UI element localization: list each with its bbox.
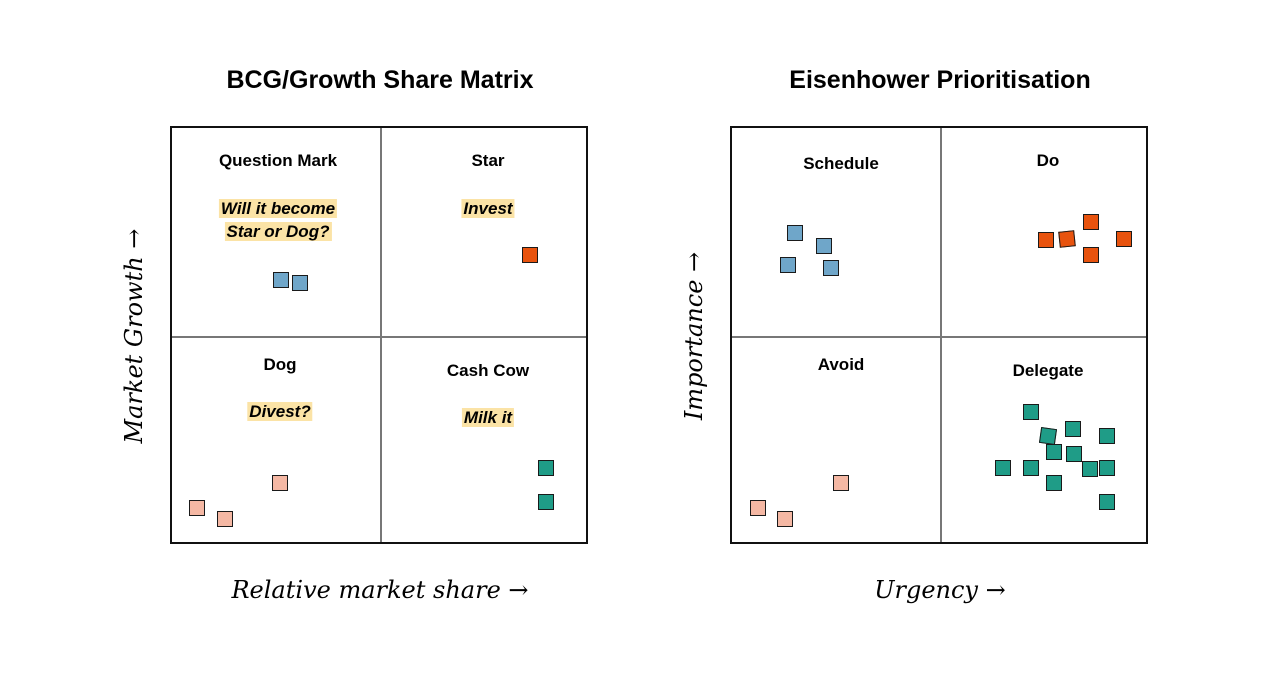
delegate-item [1065,421,1081,437]
question-mark-note-line2: Star or Dog? [224,222,332,241]
avoid-item [777,511,793,527]
delegate-item [1066,446,1082,462]
schedule-item [823,260,839,276]
delegate-item [1046,444,1062,460]
delegate-item [1023,404,1039,420]
question-mark-item [292,275,308,291]
question-mark-item [273,272,289,288]
delegate-item [995,460,1011,476]
question-mark-label: Question Mark [218,151,338,170]
avoid-item [750,500,766,516]
question-mark-note-line1: Will it become [218,199,338,218]
schedule-item [787,225,803,241]
eisenhower-horizontal-divider [732,336,1146,338]
delegate-item [1038,426,1058,446]
bcg-x-axis-label: Relative market share → [231,576,529,604]
cash-cow-item [538,494,554,510]
cash-cow-label: Cash Cow [446,361,530,380]
avoid-item [833,475,849,491]
avoid-label: Avoid [817,355,865,374]
dog-note: Divest? [247,400,313,423]
schedule-item [816,238,832,254]
delegate-item [1099,494,1115,510]
star-note: Invest [461,197,515,220]
cash-cow-note-text: Milk it [461,408,515,427]
do-item [1083,214,1099,230]
dog-item [189,500,205,516]
star-label: Star [471,151,505,170]
dog-item [272,475,288,491]
schedule-label: Schedule [803,154,879,173]
delegate-item [1099,460,1115,476]
question-mark-note: Will it become Star or Dog? [218,197,338,243]
do-item [1038,232,1054,248]
bcg-horizontal-divider [172,336,586,338]
dog-note-text: Divest? [247,402,313,421]
star-note-text: Invest [461,199,515,218]
delegate-item [1023,460,1039,476]
schedule-item [780,257,796,273]
bcg-y-axis-label: Market Growth → [120,228,148,444]
eisenhower-vertical-divider [940,128,942,542]
bcg-vertical-divider [380,128,382,542]
cash-cow-item [538,460,554,476]
dog-label: Dog [263,355,297,374]
delegate-item [1099,428,1115,444]
eisenhower-y-axis-label: Importance → [680,251,708,421]
dog-item [217,511,233,527]
eisenhower-x-axis-label: Urgency → [874,576,1006,604]
eisenhower-matrix: Schedule Do Avoid Delegate [730,126,1148,544]
do-item [1058,230,1076,248]
delegate-label: Delegate [1012,361,1084,380]
do-label: Do [1036,151,1060,170]
eisenhower-title: Eisenhower Prioritisation [789,66,1091,94]
delegate-item [1082,461,1098,477]
do-item [1083,247,1099,263]
delegate-item [1046,475,1062,491]
do-item [1116,231,1132,247]
cash-cow-note: Milk it [461,406,515,429]
bcg-title: BCG/Growth Share Matrix [226,66,534,94]
bcg-matrix: Question Mark Will it become Star or Dog… [170,126,588,544]
star-item [522,247,538,263]
